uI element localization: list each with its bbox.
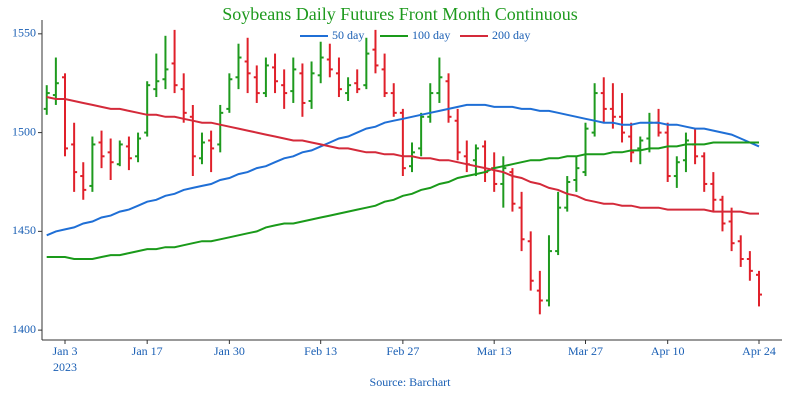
legend-label: 50 day	[332, 28, 364, 42]
x-tick-label: Jan 30	[214, 344, 245, 358]
x-tick-label: Jan 3	[53, 344, 78, 358]
x-tick-label: Feb 13	[304, 344, 337, 358]
x-tick-label: Apr 24	[742, 344, 776, 358]
legend-label: 100 day	[412, 28, 450, 42]
moving-average-line	[46, 96, 759, 215]
moving-average-line	[46, 103, 760, 237]
y-tick-label: 1500	[12, 124, 36, 138]
x-tick-label: Apr 10	[651, 344, 685, 358]
y-tick-label: 1400	[12, 322, 36, 336]
chart-title: Soybeans Daily Futures Front Month Conti…	[222, 4, 578, 24]
source-note: Source: Barchart	[370, 375, 452, 389]
y-tick-label: 1450	[12, 223, 36, 237]
x-tick-label: Feb 27	[386, 344, 419, 358]
x-tick-label: Mar 27	[568, 344, 603, 358]
moving-average-line	[46, 141, 759, 260]
x-tick-label: Jan 17	[132, 344, 163, 358]
y-tick-label: 1550	[12, 26, 36, 40]
x-year-label: 2023	[53, 360, 77, 374]
legend-label: 200 day	[492, 28, 530, 42]
x-tick-label: Mar 13	[477, 344, 512, 358]
